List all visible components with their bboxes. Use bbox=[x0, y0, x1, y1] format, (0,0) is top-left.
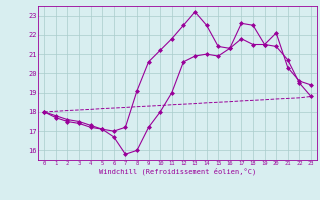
X-axis label: Windchill (Refroidissement éolien,°C): Windchill (Refroidissement éolien,°C) bbox=[99, 168, 256, 175]
